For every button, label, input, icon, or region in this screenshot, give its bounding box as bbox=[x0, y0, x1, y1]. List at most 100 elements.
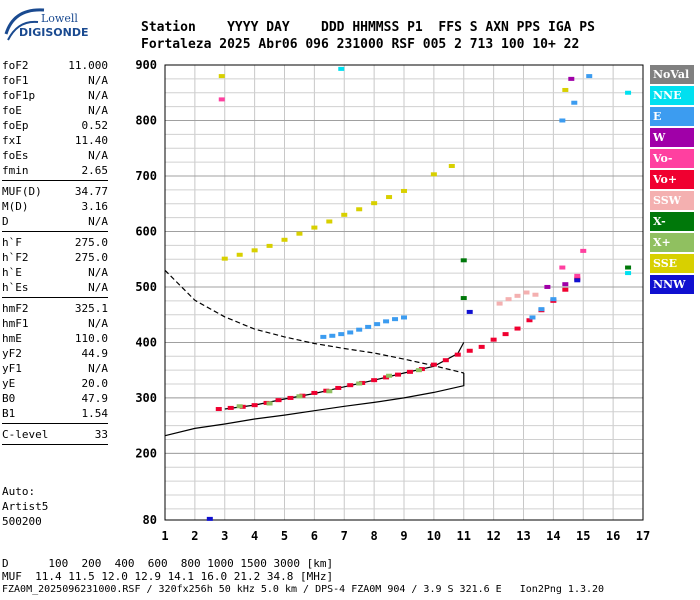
param-name: fxI bbox=[2, 134, 22, 147]
data-point-ssw bbox=[523, 290, 530, 295]
param-row: foEp 0.52 bbox=[2, 118, 108, 133]
data-point-nne bbox=[625, 90, 632, 95]
x-tick-label: 13 bbox=[516, 529, 530, 543]
param-row: M(D) 3.16 bbox=[2, 199, 108, 214]
legend-item-noval: NoVal bbox=[650, 65, 694, 84]
y-tick-label: 200 bbox=[135, 446, 157, 460]
data-point-sse bbox=[356, 207, 363, 212]
data-point-e bbox=[392, 317, 399, 322]
data-point-vo bbox=[514, 326, 521, 331]
data-point-x bbox=[460, 258, 467, 263]
param-name: foE bbox=[2, 104, 22, 117]
plot-frame bbox=[164, 64, 644, 521]
param-row: foEs N/A bbox=[2, 148, 108, 163]
param-row: h`Es N/A bbox=[2, 280, 108, 295]
data-point-nnw bbox=[466, 309, 473, 314]
data-point-vo bbox=[466, 348, 473, 353]
ionogram-chart: 1 2 3 4 5 6 7 8 9 10 11 12 13 14 15 16 17802003004005006… bbox=[135, 58, 650, 543]
data-point-sse bbox=[341, 212, 348, 217]
data-point-nnw bbox=[574, 278, 581, 283]
data-point-vo bbox=[574, 273, 581, 278]
x-tick-label: 11 bbox=[457, 529, 471, 543]
data-point-sse bbox=[266, 243, 273, 248]
data-point-vo bbox=[347, 383, 354, 388]
param-name: yF2 bbox=[2, 347, 22, 360]
legend-item-w: W bbox=[650, 128, 694, 147]
param-row: foF1p N/A bbox=[2, 88, 108, 103]
profile-curve bbox=[164, 269, 464, 374]
param-name: B1 bbox=[2, 407, 16, 420]
legend-item-nne: NNE bbox=[650, 86, 694, 105]
logo-text-digisonde: DIGISONDE bbox=[19, 26, 89, 39]
data-point-e bbox=[329, 333, 336, 338]
polarization-legend: NoVal NNE E W Vo- Vo+ SSW X- X+ SSE NNW bbox=[650, 65, 694, 296]
param-name: foF1 bbox=[2, 74, 29, 87]
param-row: foE N/A bbox=[2, 103, 108, 118]
param-value: N/A bbox=[88, 215, 108, 228]
param-value: N/A bbox=[88, 89, 108, 102]
x-tick-label: 5 bbox=[281, 529, 288, 543]
param-row: h`F2 275.0 bbox=[2, 250, 108, 265]
data-point-e bbox=[374, 322, 381, 327]
file-info: FZA0M_2025096231000.RSF / 320fx256h 50 k… bbox=[2, 584, 605, 595]
param-name: hmE bbox=[2, 332, 22, 345]
data-point-w bbox=[562, 282, 569, 287]
y-tick-label: 80 bbox=[143, 513, 157, 527]
y-tick-label: 600 bbox=[135, 224, 157, 238]
data-point-vo bbox=[227, 405, 234, 410]
data-point-e bbox=[559, 118, 566, 123]
param-value: N/A bbox=[88, 149, 108, 162]
param-value: N/A bbox=[88, 362, 108, 375]
param-value: N/A bbox=[88, 281, 108, 294]
param-name: hmF1 bbox=[2, 317, 29, 330]
x-tick-label: 6 bbox=[311, 529, 318, 543]
param-name: foF1p bbox=[2, 89, 36, 102]
data-point-e bbox=[365, 324, 372, 329]
auto-scaling-info: Auto: Artist5 500200 bbox=[2, 484, 48, 529]
x-tick-label: 10 bbox=[427, 529, 441, 543]
param-value: 0.52 bbox=[81, 119, 109, 132]
data-point-e bbox=[538, 307, 545, 312]
param-value: 3.16 bbox=[81, 200, 109, 213]
data-point-nnw bbox=[206, 516, 213, 521]
param-value: N/A bbox=[88, 74, 108, 87]
x-tick-label: 4 bbox=[251, 529, 258, 543]
data-point-sse bbox=[218, 74, 225, 79]
data-point-e bbox=[571, 100, 578, 105]
param-value: 11.000 bbox=[68, 59, 108, 72]
legend-item-nnw: NNW bbox=[650, 275, 694, 294]
data-point-x bbox=[296, 394, 303, 399]
data-point-sse bbox=[401, 188, 407, 193]
data-point-nne bbox=[338, 66, 345, 71]
parameter-panel: foF2 11.000 foF1 N/A foF1p N/A foE N/A foEp 0.52 f… bbox=[2, 58, 108, 448]
data-point-e bbox=[550, 297, 557, 302]
data-point-vo bbox=[430, 362, 437, 367]
data-point-sse bbox=[562, 87, 569, 92]
x-tick-label: 15 bbox=[576, 529, 590, 543]
param-row: fxI 11.40 bbox=[2, 133, 108, 148]
data-point-sse bbox=[371, 201, 378, 206]
data-point-x bbox=[356, 381, 363, 386]
auto-code: 500200 bbox=[2, 515, 42, 528]
data-point-vo bbox=[218, 97, 225, 102]
legend-item-sse: SSE bbox=[650, 254, 694, 273]
data-point-sse bbox=[296, 231, 303, 236]
param-name: foEs bbox=[2, 149, 29, 162]
muf-row: MUF 11.4 11.5 12.0 12.9 14.1 16.0 21.2 3… bbox=[2, 570, 334, 583]
x-tick-label: 9 bbox=[400, 529, 407, 543]
legend-item-vo: Vo- bbox=[650, 149, 694, 168]
legend-item-e: E bbox=[650, 107, 694, 126]
param-name: B0 bbox=[2, 392, 16, 405]
x-tick-label: 3 bbox=[221, 529, 228, 543]
param-name: h`Es bbox=[2, 281, 29, 294]
data-point-ssw bbox=[496, 301, 503, 306]
y-tick-label: 800 bbox=[135, 113, 157, 127]
param-value: 2.65 bbox=[81, 164, 109, 177]
param-value: 44.9 bbox=[81, 347, 109, 360]
param-row: hmF1 N/A bbox=[2, 316, 108, 331]
data-point-sse bbox=[326, 219, 333, 224]
param-name: M(D) bbox=[2, 200, 29, 213]
data-point-ssw bbox=[532, 292, 539, 297]
param-value: 20.0 bbox=[81, 377, 109, 390]
data-point-vo bbox=[580, 248, 587, 253]
